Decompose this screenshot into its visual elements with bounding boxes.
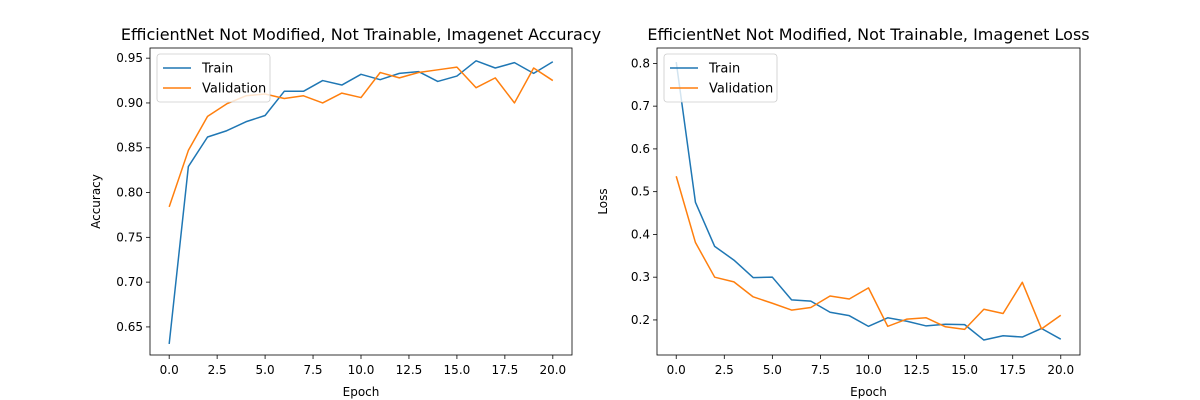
x-tick-label: 5.0 (763, 363, 782, 377)
y-tick-label: 0.80 (116, 186, 143, 200)
x-tick-label: 10.0 (855, 363, 882, 377)
y-tick-label: 0.7 (631, 99, 650, 113)
legend-label-validation: Validation (202, 82, 266, 97)
y-axis-label: Loss (596, 188, 610, 214)
x-tick-label: 15.0 (951, 363, 978, 377)
chart-accuracy: 0.0 2.5 5.0 7.5 10.0 12.5 15.0 17.5 20.0 0.65 0.70… (89, 25, 601, 399)
chart-title: EfficientNet Not Modified, Not Trainable… (647, 25, 1089, 44)
legend-box (663, 53, 778, 103)
y-tick-label: 0.95 (116, 51, 143, 65)
x-tick-label: 15.0 (444, 363, 471, 377)
x-axis-label: Epoch (850, 385, 887, 399)
legend: Train Validation (663, 53, 778, 103)
x-axis-label: Epoch (343, 385, 380, 399)
chart-loss: 0.0 2.5 5.0 7.5 10.0 12.5 15.0 17.5 20.0 0.2 0.3 0.… (596, 25, 1090, 399)
y-tick-label: 0.6 (631, 142, 650, 156)
x-tick-label: 10.0 (348, 363, 375, 377)
chart-title: EfficientNet Not Modified, Not Trainable… (121, 25, 601, 44)
x-tick-label: 0.0 (160, 363, 179, 377)
y-tick-label: 0.90 (116, 96, 143, 110)
x-tick-label: 2.5 (715, 363, 734, 377)
legend-label-train: Train (708, 62, 740, 77)
y-tick-label: 0.85 (116, 141, 143, 155)
x-tick-label: 17.5 (492, 363, 519, 377)
x-tick-label: 5.0 (256, 363, 275, 377)
legend-label-train: Train (201, 62, 233, 77)
legend-label-validation: Validation (709, 82, 773, 97)
series-line-validation (675, 176, 1062, 331)
legend: Train Validation (156, 53, 271, 103)
y-tick-label: 0.75 (116, 230, 143, 244)
y-tick-label: 0.8 (631, 56, 650, 70)
y-tick-label: 0.3 (631, 270, 650, 284)
y-tick-label: 0.65 (116, 320, 143, 334)
x-tick-label: 20.0 (1047, 363, 1074, 377)
x-tick-label: 7.5 (303, 363, 322, 377)
y-axis-label: Accuracy (89, 174, 103, 229)
legend-box (156, 53, 271, 103)
y-tick-label: 0.5 (631, 185, 650, 199)
x-tick-label: 12.5 (396, 363, 423, 377)
series-line-train (675, 62, 1062, 341)
x-tick-label: 0.0 (667, 363, 686, 377)
y-tick-label: 0.2 (631, 313, 650, 327)
x-tick-label: 20.0 (539, 363, 566, 377)
x-tick-label: 17.5 (999, 363, 1026, 377)
x-tick-label: 2.5 (208, 363, 227, 377)
x-tick-label: 12.5 (903, 363, 930, 377)
x-tick-label: 7.5 (811, 363, 830, 377)
y-tick-label: 0.70 (116, 275, 143, 289)
y-tick-label: 0.4 (631, 227, 650, 241)
